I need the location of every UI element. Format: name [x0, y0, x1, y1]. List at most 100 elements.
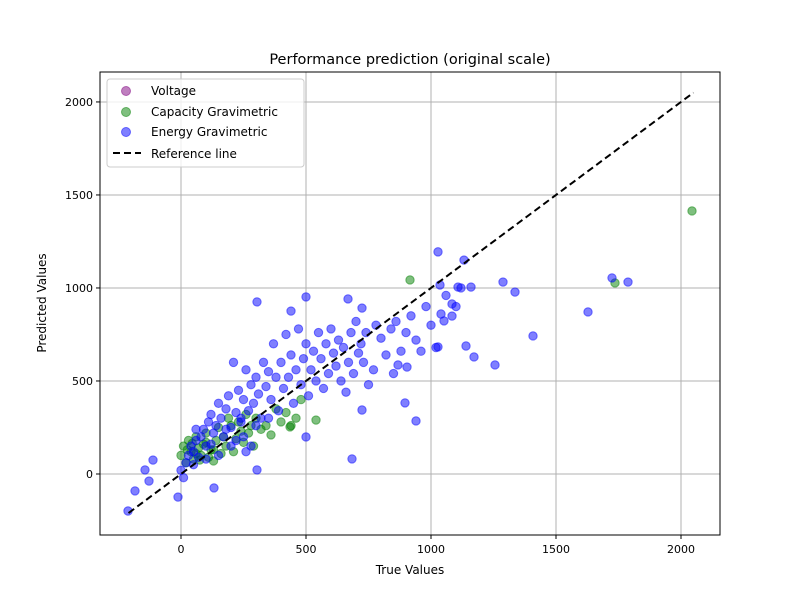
legend-label: Voltage	[151, 84, 196, 98]
data-point	[206, 409, 216, 420]
data-point	[266, 430, 276, 440]
legend-marker-energy	[121, 127, 131, 137]
data-point	[233, 385, 244, 395]
data-point	[447, 311, 457, 321]
data-point	[358, 357, 369, 368]
data-point	[461, 341, 471, 351]
data-point	[293, 324, 304, 334]
data-point	[393, 360, 403, 370]
data-point	[439, 316, 449, 326]
data-point	[253, 389, 264, 399]
data-point	[490, 360, 500, 370]
legend-label: Capacity Gravimetric	[151, 105, 278, 119]
legend: Voltage Capacity Gravimetric Energy Grav…	[106, 78, 305, 168]
data-point	[231, 435, 241, 446]
x-tick-label: 0	[178, 543, 185, 556]
data-point	[241, 446, 251, 457]
data-point	[286, 350, 296, 360]
data-point	[426, 320, 436, 330]
data-point	[291, 413, 301, 423]
data-point	[283, 372, 294, 382]
data-point	[201, 454, 211, 464]
data-point	[346, 327, 356, 338]
data-point	[326, 324, 336, 334]
data-point	[213, 450, 224, 461]
data-point	[221, 404, 231, 414]
axis-ticks: 0 500 1000 1500 2000 0 500 1000 1500 2000	[65, 96, 695, 556]
y-tick-label: 2000	[65, 96, 93, 109]
data-point	[348, 368, 359, 379]
data-point	[223, 391, 234, 401]
data-point	[263, 413, 274, 423]
data-point	[411, 335, 421, 345]
data-point	[144, 476, 154, 486]
data-point	[361, 327, 371, 338]
data-point	[687, 206, 697, 216]
data-point	[268, 339, 279, 349]
data-point	[376, 333, 386, 343]
data-point	[291, 365, 301, 375]
data-point	[391, 316, 401, 327]
data-point	[353, 348, 364, 358]
data-point	[401, 327, 411, 338]
x-tick-label: 500	[296, 543, 317, 556]
y-tick-label: 0	[86, 468, 93, 481]
data-point	[453, 282, 463, 292]
data-point	[336, 376, 346, 386]
data-point	[381, 350, 391, 360]
data-point	[306, 365, 316, 375]
data-point	[421, 301, 431, 312]
data-point	[583, 307, 593, 317]
data-point	[311, 376, 321, 386]
data-point	[357, 303, 367, 313]
data-point	[498, 277, 508, 287]
data-point	[308, 346, 319, 356]
data-point	[298, 353, 309, 364]
data-point	[466, 282, 476, 292]
data-point	[303, 391, 314, 401]
data-point	[301, 432, 311, 442]
data-point	[216, 413, 226, 423]
legend-label: Energy Gravimetric	[151, 125, 268, 139]
data-point	[447, 299, 457, 309]
data-point	[343, 294, 353, 304]
data-point	[296, 394, 306, 405]
data-point	[313, 327, 324, 338]
data-point	[416, 346, 426, 356]
data-point	[341, 387, 351, 397]
data-point	[285, 422, 295, 432]
data-point	[411, 416, 421, 426]
legend-marker-voltage	[121, 86, 131, 96]
data-point	[510, 287, 520, 297]
data-point	[607, 273, 617, 283]
reference-line	[127, 91, 695, 514]
data-point	[363, 379, 374, 390]
y-tick-label: 1000	[65, 282, 93, 295]
data-point	[351, 316, 361, 327]
data-point	[276, 417, 286, 427]
y-tick-label: 500	[72, 375, 93, 388]
legend-label: Reference line	[151, 147, 237, 161]
data-point	[238, 394, 249, 405]
data-point	[301, 292, 311, 302]
data-point	[386, 324, 396, 334]
data-point	[347, 454, 357, 464]
data-point	[338, 342, 349, 353]
data-point	[252, 297, 262, 307]
data-point	[241, 365, 251, 375]
data-point	[276, 357, 286, 368]
data-point	[318, 383, 329, 394]
data-point	[288, 398, 299, 408]
x-tick-label: 2000	[667, 543, 695, 556]
x-tick-label: 1000	[417, 543, 445, 556]
data-point	[406, 311, 416, 321]
data-point	[246, 379, 256, 390]
data-point	[248, 398, 259, 408]
data-point	[258, 357, 269, 368]
data-point	[236, 413, 246, 423]
data-point	[261, 381, 271, 392]
y-tick-label: 1500	[65, 189, 93, 202]
chart-title: Performance prediction (original scale)	[269, 52, 550, 68]
data-point	[251, 420, 261, 431]
